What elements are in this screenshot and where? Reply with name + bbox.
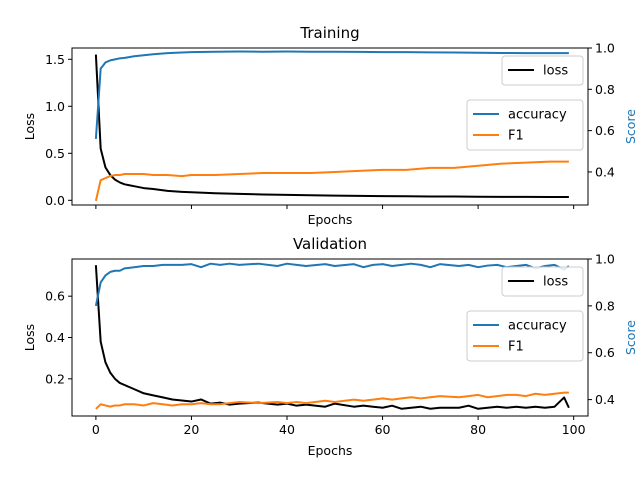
y-axis-label: Loss — [22, 113, 37, 140]
plot-frame — [71, 47, 589, 206]
subplot-2: Validation 0 20 40 60 80 100 0.2 0.4 0.6 0.4 0.6 0.8… — [22, 235, 638, 458]
y2-tick-label: 0.6 — [595, 345, 615, 360]
legend-label-f1: F1 — [508, 129, 524, 144]
legend-label-loss: loss — [543, 64, 568, 79]
x-tick-label: 100 — [562, 422, 586, 437]
subplot-1: Training 0.0 0.5 1.0 1.5 0.4 0.6 0.8 1.0 Epochs Lo… — [22, 24, 638, 227]
y-tick-label: 1.0 — [45, 99, 65, 114]
legend-box — [501, 266, 584, 297]
series-line-accuracy — [94, 262, 570, 307]
chart-title: Validation — [293, 235, 367, 253]
x-tick-label: 40 — [279, 422, 295, 437]
y2-tick-label: 0.4 — [595, 392, 615, 407]
y-tick-label: 0.6 — [45, 289, 65, 304]
y2-tick-label: 0.8 — [595, 298, 615, 313]
y2-tick-label: 0.4 — [595, 164, 615, 179]
series-line-loss — [94, 54, 569, 199]
y2-axis-label: Score — [623, 109, 638, 144]
y2-tick-label: 0.6 — [595, 123, 615, 138]
series-line-accuracy — [94, 50, 569, 139]
legend-label-loss: loss — [543, 275, 568, 290]
x-axis-label: Epochs — [308, 212, 353, 227]
x-axis-label: Epochs — [308, 443, 353, 458]
y-tick-label: 0.2 — [45, 371, 65, 386]
legend-score: accuracy F1 — [466, 99, 584, 151]
chart-title: Training — [299, 24, 359, 42]
series-line-loss — [94, 265, 570, 410]
series-line-f1 — [94, 160, 569, 202]
legend-label-accuracy: accuracy — [508, 108, 567, 123]
x-tick-label: 20 — [183, 422, 199, 437]
y-tick-label: 0.4 — [45, 330, 65, 345]
legend-label-accuracy: accuracy — [508, 319, 567, 334]
y2-axis-label: Score — [623, 320, 638, 355]
legend-score: accuracy F1 — [466, 310, 584, 362]
x-tick-label: 0 — [92, 422, 100, 437]
y2-tick-label: 0.8 — [595, 82, 615, 97]
y2-tick-label: 1.0 — [595, 41, 615, 56]
legend-label-f1: F1 — [508, 340, 524, 355]
legend-box — [466, 310, 584, 362]
y-tick-label: 1.5 — [45, 52, 65, 67]
series-line-f1 — [95, 391, 569, 410]
legend-box — [501, 55, 584, 86]
x-tick-label: 60 — [375, 422, 391, 437]
y-tick-label: 0.5 — [45, 146, 65, 161]
legend-box — [466, 99, 584, 151]
legend-loss: loss — [501, 266, 584, 297]
x-tick-label: 80 — [470, 422, 486, 437]
y-axis-label: Loss — [22, 324, 37, 351]
y-tick-label: 0.0 — [45, 193, 65, 208]
legend-loss: loss — [501, 55, 584, 86]
y2-tick-label: 1.0 — [595, 252, 615, 267]
